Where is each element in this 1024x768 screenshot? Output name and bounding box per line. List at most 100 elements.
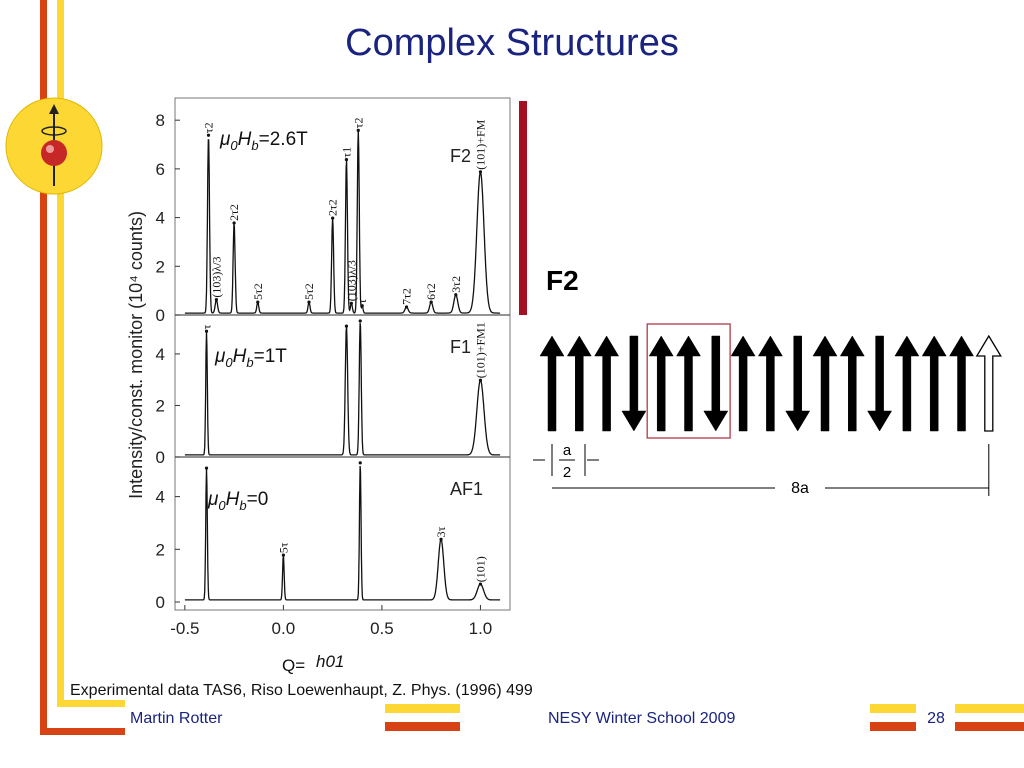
- slide-title: Complex Structures: [345, 22, 679, 64]
- footer-bar-yellow-far: [955, 704, 1024, 713]
- peak-point: [478, 582, 483, 586]
- x-tick-label: -0.5: [170, 619, 199, 638]
- peak-point: [344, 324, 349, 328]
- peak-label: τ2: [202, 122, 216, 133]
- peak-label: (101)+FM1: [473, 322, 487, 378]
- unit-cell-highlight-box: [646, 323, 731, 439]
- peak-point: [404, 305, 409, 309]
- peak-point: [214, 298, 218, 302]
- y-tick-label: 2: [156, 396, 165, 415]
- spin-up-arrow-icon: [648, 335, 674, 432]
- peak-point: [454, 293, 458, 297]
- spin-down-arrow-icon: [621, 335, 647, 432]
- peak-point: [478, 378, 483, 382]
- spin-structure-diagram: a 2 8a: [533, 323, 1002, 497]
- peak-point: [331, 216, 335, 220]
- peak-point: [478, 170, 483, 174]
- spin-arrow-shape: [785, 335, 811, 432]
- peak-label: 7τ2: [400, 288, 414, 305]
- footer-bar-orange-right: [870, 722, 916, 731]
- peak-point: [439, 537, 443, 541]
- spin-up-arrow-icon: [757, 335, 783, 432]
- phase-label-af1: AF1: [450, 479, 483, 499]
- series-line-f2: [184, 130, 501, 314]
- spin-up-arrow-icon: [894, 335, 920, 432]
- x-tick-label: 0.5: [370, 619, 394, 638]
- spin-arrow-shape: [621, 335, 647, 432]
- field-label: μ0Hb=0: [207, 489, 268, 513]
- x-axis-prefix: Q=: [282, 656, 305, 675]
- spin-arrow-shape: [839, 335, 865, 432]
- footer-bar-yellow-right: [870, 704, 916, 713]
- peak-label: (103)λ/3: [344, 260, 358, 301]
- peak-label: 3τ: [434, 526, 448, 537]
- peak-label: 2τ2: [227, 204, 241, 221]
- peak-point: [232, 221, 236, 225]
- red-vertical-bar: [519, 101, 527, 315]
- spin-up-arrow-icon: [839, 335, 865, 432]
- spin-up-arrow-icon: [539, 335, 565, 432]
- footer-bar-orange-far: [955, 722, 1024, 731]
- y-axis-label: Intensity/const. monitor (10⁴ counts): [126, 211, 146, 499]
- spin-up-arrow-icon: [812, 335, 838, 432]
- peak-point: [356, 128, 360, 133]
- peak-label: τ: [355, 299, 369, 304]
- spin-down-arrow-icon: [785, 335, 811, 432]
- left-stripe-yellow: [57, 0, 64, 705]
- bottom-stripe-orange: [40, 728, 125, 735]
- field-label: μ0Hb=1T: [214, 346, 287, 370]
- y-tick-label: 6: [156, 160, 165, 179]
- phase-label-f1: F1: [450, 337, 471, 357]
- spin-up-arrow-icon: [730, 335, 756, 432]
- spin-arrow-shape: [594, 335, 620, 432]
- spin-structure-heading: F2: [546, 265, 579, 296]
- spin-up-arrow-icon: [566, 335, 592, 432]
- series-line-f1: [184, 322, 501, 456]
- y-tick-label: 0: [156, 593, 165, 612]
- peak-point: [358, 319, 362, 323]
- peak-point: [256, 300, 260, 304]
- spin-arrow-shape: [730, 335, 756, 432]
- peak-label: 2τ2: [326, 199, 340, 216]
- spin-up-arrow-icon: [949, 335, 974, 432]
- bottom-stripe-yellow: [57, 700, 125, 707]
- peak-label: τ2: [351, 118, 365, 129]
- peak-label: 6τ2: [424, 283, 438, 300]
- field-label: μ0Hb=2.6T: [219, 129, 308, 153]
- y-tick-label: 2: [156, 257, 165, 276]
- y-tick-label: 0: [156, 448, 165, 467]
- peak-point: [349, 301, 353, 305]
- spin-arrow-shape: [703, 335, 729, 432]
- half-period-denominator: 2: [563, 464, 571, 481]
- y-tick-label: 4: [156, 345, 165, 364]
- spin-arrow-shape: [812, 335, 838, 432]
- spin-arrow-shape: [894, 335, 920, 432]
- half-period-numerator: a: [563, 442, 572, 459]
- phase-label-f2: F2: [450, 146, 471, 166]
- x-tick-label: 1.0: [469, 619, 493, 638]
- data-source-caption: Experimental data TAS6, Riso Loewenhaupt…: [70, 682, 533, 699]
- peak-label: τ1: [339, 147, 353, 158]
- spin-arrow-shape: [949, 335, 974, 432]
- peak-point: [307, 300, 311, 304]
- footer-page-number: 28: [927, 710, 945, 727]
- peak-label: (103)λ/3: [209, 256, 223, 297]
- peak-label: 3τ2: [449, 276, 463, 293]
- spin-arrow-shape: [757, 335, 783, 432]
- peak-label: 5τ2: [251, 283, 265, 300]
- y-tick-label: 2: [156, 540, 165, 559]
- spin-logo-icon: [5, 97, 103, 195]
- spin-arrow-shape: [975, 334, 1002, 432]
- footer-bar-yellow-mid: [385, 704, 460, 713]
- peak-point: [429, 300, 433, 304]
- y-tick-label: 4: [156, 209, 165, 228]
- spin-down-arrow-icon: [867, 335, 893, 432]
- peak-point: [281, 553, 285, 557]
- peak-point: [206, 133, 211, 137]
- spin-up-arrow-icon: [676, 335, 701, 432]
- peak-point: [204, 329, 209, 333]
- peak-point: [358, 461, 362, 465]
- y-tick-label: 4: [156, 488, 165, 507]
